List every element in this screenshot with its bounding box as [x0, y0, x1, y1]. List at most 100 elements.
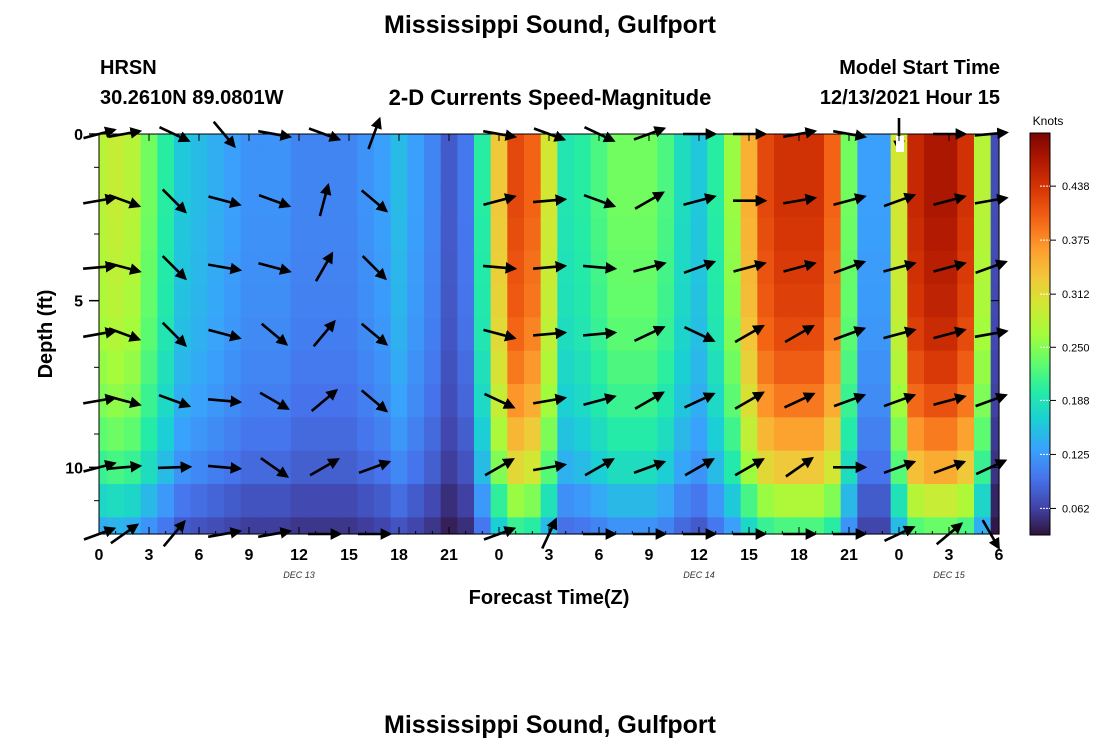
- heatmap-cell: [324, 484, 342, 518]
- heatmap-cell: [440, 317, 458, 352]
- heatmap-cell: [340, 317, 358, 352]
- heatmap-cell: [407, 217, 425, 252]
- heatmap-cell: [374, 350, 392, 385]
- heatmap-cell: [307, 284, 325, 318]
- heatmap-cell: [574, 517, 592, 535]
- current-arrow: [883, 192, 917, 208]
- current-arrow: [783, 392, 816, 409]
- x-tick-label: 9: [645, 547, 654, 564]
- heatmap-cell: [340, 484, 358, 518]
- heatmap-cell: [940, 284, 958, 318]
- heatmap-cell: [874, 450, 892, 485]
- heatmap-cell: [740, 517, 758, 535]
- heatmap-cell: [640, 217, 658, 252]
- x-tick-label: 3: [945, 547, 954, 564]
- heatmap-cell: [857, 484, 875, 518]
- heatmap-cell: [140, 450, 158, 485]
- heatmap-cell: [607, 350, 625, 385]
- current-arrow: [683, 326, 716, 343]
- heatmap-cell: [290, 184, 308, 218]
- heatmap-cell: [140, 350, 158, 385]
- heatmap-cell: [624, 317, 642, 352]
- heatmap-cell: [557, 384, 575, 418]
- heatmap-cell: [974, 484, 992, 518]
- x-tick-label: 18: [790, 547, 808, 564]
- heatmap-cell: [457, 384, 475, 418]
- heatmap-cell: [874, 250, 892, 285]
- heatmap-cell: [907, 450, 925, 485]
- heatmap-cell: [457, 217, 475, 252]
- heatmap-cell: [574, 134, 592, 152]
- heatmap-cell: [457, 450, 475, 485]
- heatmap-cell: [107, 150, 125, 185]
- heatmap-cell: [457, 350, 475, 385]
- heatmap-cell: [807, 317, 825, 352]
- y-axis: 0 5 10: [65, 127, 999, 502]
- heatmap-cell: [240, 317, 258, 352]
- heatmap-cell: [174, 217, 192, 252]
- heatmap-cell: [507, 350, 525, 385]
- heatmap-cell: [690, 417, 708, 452]
- heatmap-cell: [190, 134, 208, 152]
- heatmap-cell: [940, 417, 958, 452]
- heatmap-cell: [307, 217, 325, 252]
- heatmap-cell: [424, 250, 442, 285]
- heatmap-cell: [974, 250, 992, 285]
- heatmap-cell: [757, 150, 775, 185]
- y-tick-label: 10: [65, 460, 83, 477]
- heatmap-cell: [340, 250, 358, 285]
- current-arrow: [733, 259, 767, 273]
- heatmap-cell: [957, 417, 975, 452]
- heatmap-cell: [974, 217, 992, 252]
- heatmap-cell: [740, 150, 758, 185]
- y-axis-label: Depth (ft): [35, 290, 57, 379]
- current-arrow: [208, 195, 242, 209]
- heatmap-cell: [724, 417, 742, 452]
- current-arrow: [108, 261, 142, 275]
- heatmap-cell: [924, 250, 942, 285]
- heatmap-cell: [440, 450, 458, 485]
- heatmap-cell: [924, 184, 942, 218]
- heatmap-cell: [657, 317, 675, 352]
- heatmap-cell: [757, 134, 775, 152]
- colorbar-tick-label: 0.125: [1062, 449, 1090, 461]
- heatmap-cell: [890, 350, 908, 385]
- heatmap-cell: [390, 284, 408, 318]
- heatmap-cell: [424, 350, 442, 385]
- heatmap-cell: [524, 134, 542, 152]
- heatmap-cell: [474, 517, 492, 535]
- heatmap-cell: [274, 217, 292, 252]
- heatmap-cell: [790, 350, 808, 385]
- heatmap-cell: [157, 350, 175, 385]
- heatmap-cell: [224, 284, 242, 318]
- heatmap-cell: [174, 184, 192, 218]
- current-arrow: [583, 393, 617, 407]
- heatmap-cell: [790, 484, 808, 518]
- current-arrow: [161, 321, 187, 347]
- heatmap-cell: [457, 150, 475, 185]
- current-arrow: [532, 460, 568, 472]
- heatmap-cell: [624, 450, 642, 485]
- heatmap-cell: [557, 217, 575, 252]
- heatmap-cell: [290, 417, 308, 452]
- heatmap-cell: [240, 184, 258, 218]
- current-arrow: [933, 326, 967, 340]
- current-arrow: [108, 193, 142, 209]
- heatmap-cell: [207, 134, 225, 152]
- heatmap-cell: [490, 217, 508, 252]
- heatmap-cell: [290, 450, 308, 485]
- heatmap-cell: [790, 517, 808, 535]
- heatmap-cell: [707, 484, 725, 518]
- heatmap-cell: [140, 517, 158, 535]
- current-arrow: [312, 319, 336, 348]
- heatmap-cell: [490, 284, 508, 318]
- heatmap-cell: [924, 150, 942, 185]
- current-arrow: [207, 262, 243, 275]
- heatmap-cell: [157, 150, 175, 185]
- heatmap-cell: [607, 134, 625, 152]
- heatmap-cell: [290, 484, 308, 518]
- heatmap-cell: [807, 484, 825, 518]
- heatmap-cell: [190, 417, 208, 452]
- heatmap-cell: [774, 450, 792, 485]
- heatmap-cell: [424, 150, 442, 185]
